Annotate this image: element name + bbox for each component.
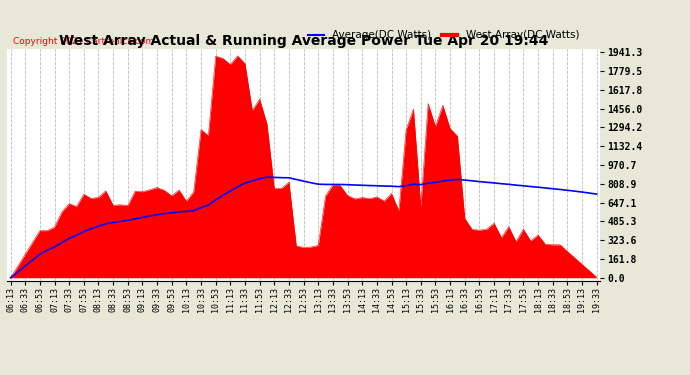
Text: Copyright 2021 Cartronics.com: Copyright 2021 Cartronics.com [13,38,154,46]
Legend: Average(DC Watts), West Array(DC Watts): Average(DC Watts), West Array(DC Watts) [304,26,583,44]
Title: West Array Actual & Running Average Power Tue Apr 20 19:44: West Array Actual & Running Average Powe… [59,34,549,48]
